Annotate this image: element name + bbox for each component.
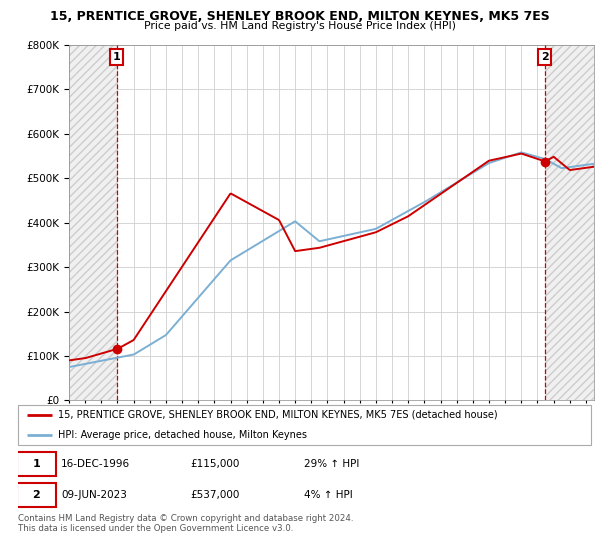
Text: 2: 2: [32, 490, 40, 500]
Text: £115,000: £115,000: [190, 459, 239, 469]
Text: 2: 2: [541, 52, 548, 62]
Text: 4% ↑ HPI: 4% ↑ HPI: [305, 490, 353, 500]
Text: 15, PRENTICE GROVE, SHENLEY BROOK END, MILTON KEYNES, MK5 7ES (detached house): 15, PRENTICE GROVE, SHENLEY BROOK END, M…: [58, 410, 498, 420]
FancyBboxPatch shape: [18, 405, 591, 445]
Text: 1: 1: [32, 459, 40, 469]
Text: Contains HM Land Registry data © Crown copyright and database right 2024.
This d: Contains HM Land Registry data © Crown c…: [18, 514, 353, 534]
Text: Price paid vs. HM Land Registry's House Price Index (HPI): Price paid vs. HM Land Registry's House …: [144, 21, 456, 31]
FancyBboxPatch shape: [17, 452, 56, 476]
FancyBboxPatch shape: [17, 483, 56, 507]
Text: 1: 1: [113, 52, 121, 62]
Text: HPI: Average price, detached house, Milton Keynes: HPI: Average price, detached house, Milt…: [58, 430, 307, 440]
Text: 09-JUN-2023: 09-JUN-2023: [61, 490, 127, 500]
Text: £537,000: £537,000: [190, 490, 239, 500]
Text: 16-DEC-1996: 16-DEC-1996: [61, 459, 130, 469]
Text: 15, PRENTICE GROVE, SHENLEY BROOK END, MILTON KEYNES, MK5 7ES: 15, PRENTICE GROVE, SHENLEY BROOK END, M…: [50, 10, 550, 22]
Text: 29% ↑ HPI: 29% ↑ HPI: [305, 459, 360, 469]
